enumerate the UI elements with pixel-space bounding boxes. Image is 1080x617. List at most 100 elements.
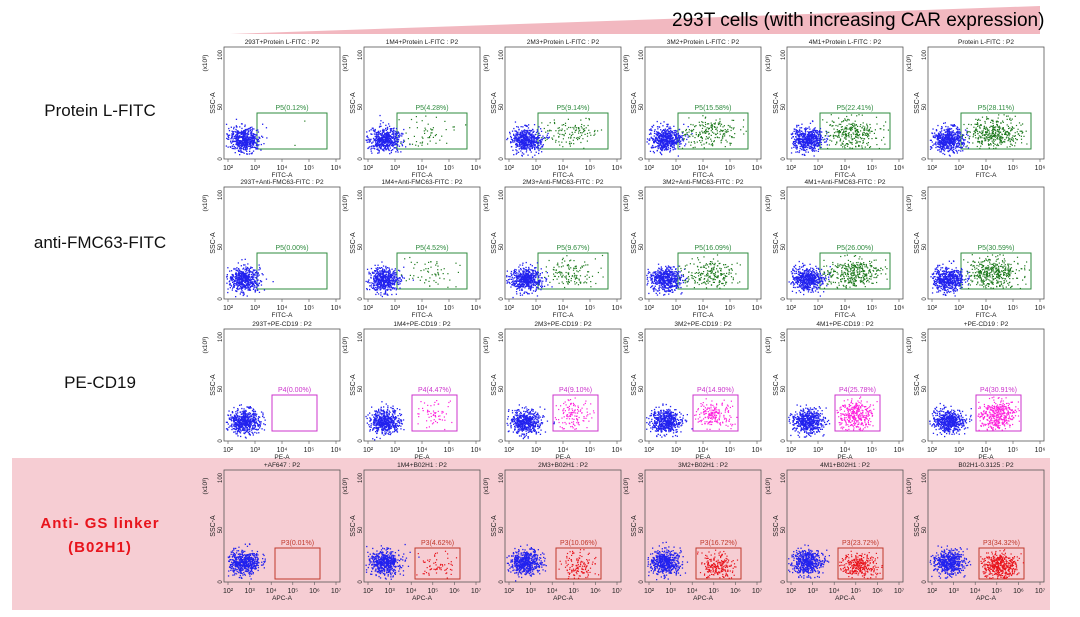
x-tick-label: 10⁵	[725, 165, 736, 172]
negative-event	[947, 129, 950, 131]
negative-event	[679, 143, 681, 145]
positive-event	[979, 142, 981, 144]
negative-event	[934, 143, 936, 145]
positive-event	[998, 131, 1000, 133]
positive-event	[1006, 146, 1008, 148]
highlighted-row-background	[12, 458, 1050, 610]
negative-event	[948, 154, 951, 156]
positive-event	[833, 128, 835, 130]
negative-event	[259, 268, 261, 270]
positive-event	[867, 135, 869, 137]
negative-event	[797, 137, 799, 139]
positive-event	[973, 133, 975, 135]
negative-event	[953, 132, 955, 134]
negative-event	[676, 140, 678, 142]
negative-event	[794, 142, 796, 145]
negative-event	[798, 150, 801, 152]
negative-event	[937, 143, 939, 145]
negative-event	[373, 130, 375, 132]
positive-event	[840, 129, 843, 131]
negative-event	[812, 144, 814, 147]
negative-event	[667, 125, 669, 127]
positive-event	[1009, 117, 1011, 119]
positive-event	[868, 138, 870, 140]
negative-event	[536, 138, 538, 141]
negative-event	[932, 144, 934, 147]
negative-event	[966, 133, 968, 136]
positive-event	[721, 139, 723, 141]
negative-event	[661, 146, 663, 148]
negative-event	[940, 128, 942, 130]
positive-event	[1013, 135, 1015, 137]
negative-event	[534, 146, 536, 149]
negative-event	[511, 139, 513, 141]
positive-event	[1010, 129, 1012, 131]
positive-event	[730, 142, 732, 144]
negative-event	[378, 150, 380, 152]
negative-event	[368, 130, 371, 132]
negative-event	[814, 144, 816, 147]
negative-event	[239, 140, 241, 142]
negative-event	[397, 141, 399, 143]
positive-event	[962, 134, 964, 136]
negative-event	[817, 135, 820, 137]
negative-event	[938, 140, 940, 142]
negative-event	[660, 147, 662, 149]
negative-event	[959, 139, 962, 141]
positive-event	[586, 135, 589, 137]
positive-event	[878, 147, 880, 150]
negative-event	[247, 286, 249, 288]
positive-event	[1003, 129, 1005, 131]
positive-event	[837, 131, 839, 133]
negative-event	[826, 144, 828, 146]
negative-event	[948, 134, 951, 136]
negative-event	[673, 142, 675, 145]
negative-event	[250, 271, 252, 273]
x-tick-label: 10³	[250, 305, 261, 312]
negative-event	[817, 141, 819, 144]
positive-event	[836, 142, 838, 144]
negative-event	[538, 132, 540, 134]
negative-event	[231, 137, 233, 139]
negative-event	[957, 139, 959, 142]
positive-event	[547, 124, 549, 126]
negative-event	[527, 154, 529, 156]
positive-event	[430, 134, 432, 136]
positive-event	[996, 123, 998, 125]
positive-event	[979, 137, 981, 139]
negative-event	[393, 139, 395, 141]
negative-event	[381, 274, 383, 276]
positive-event	[690, 130, 692, 132]
negative-event	[376, 145, 379, 147]
negative-event	[809, 132, 811, 134]
x-tick-label: 10⁶	[1035, 165, 1046, 172]
negative-event	[956, 135, 958, 137]
negative-event	[798, 151, 800, 154]
positive-event	[705, 130, 707, 132]
negative-event	[242, 275, 244, 277]
negative-event	[232, 141, 234, 143]
positive-event	[1008, 132, 1010, 134]
negative-event	[247, 289, 249, 291]
positive-event	[996, 135, 998, 137]
positive-event	[553, 121, 556, 124]
cell-events	[225, 118, 306, 156]
positive-event	[855, 142, 857, 144]
positive-event	[848, 140, 850, 142]
positive-event	[997, 117, 999, 119]
positive-event	[1020, 138, 1023, 140]
positive-event	[986, 128, 988, 130]
negative-event	[667, 134, 670, 136]
negative-event	[383, 134, 385, 137]
negative-event	[813, 135, 815, 137]
negative-event	[254, 281, 256, 283]
negative-event	[667, 148, 669, 150]
positive-event	[553, 119, 555, 121]
negative-event	[233, 145, 235, 148]
negative-event	[673, 145, 675, 147]
negative-event	[807, 133, 809, 136]
positive-event	[868, 130, 870, 132]
negative-event	[232, 134, 234, 136]
positive-event	[966, 145, 968, 147]
negative-event	[669, 150, 672, 152]
